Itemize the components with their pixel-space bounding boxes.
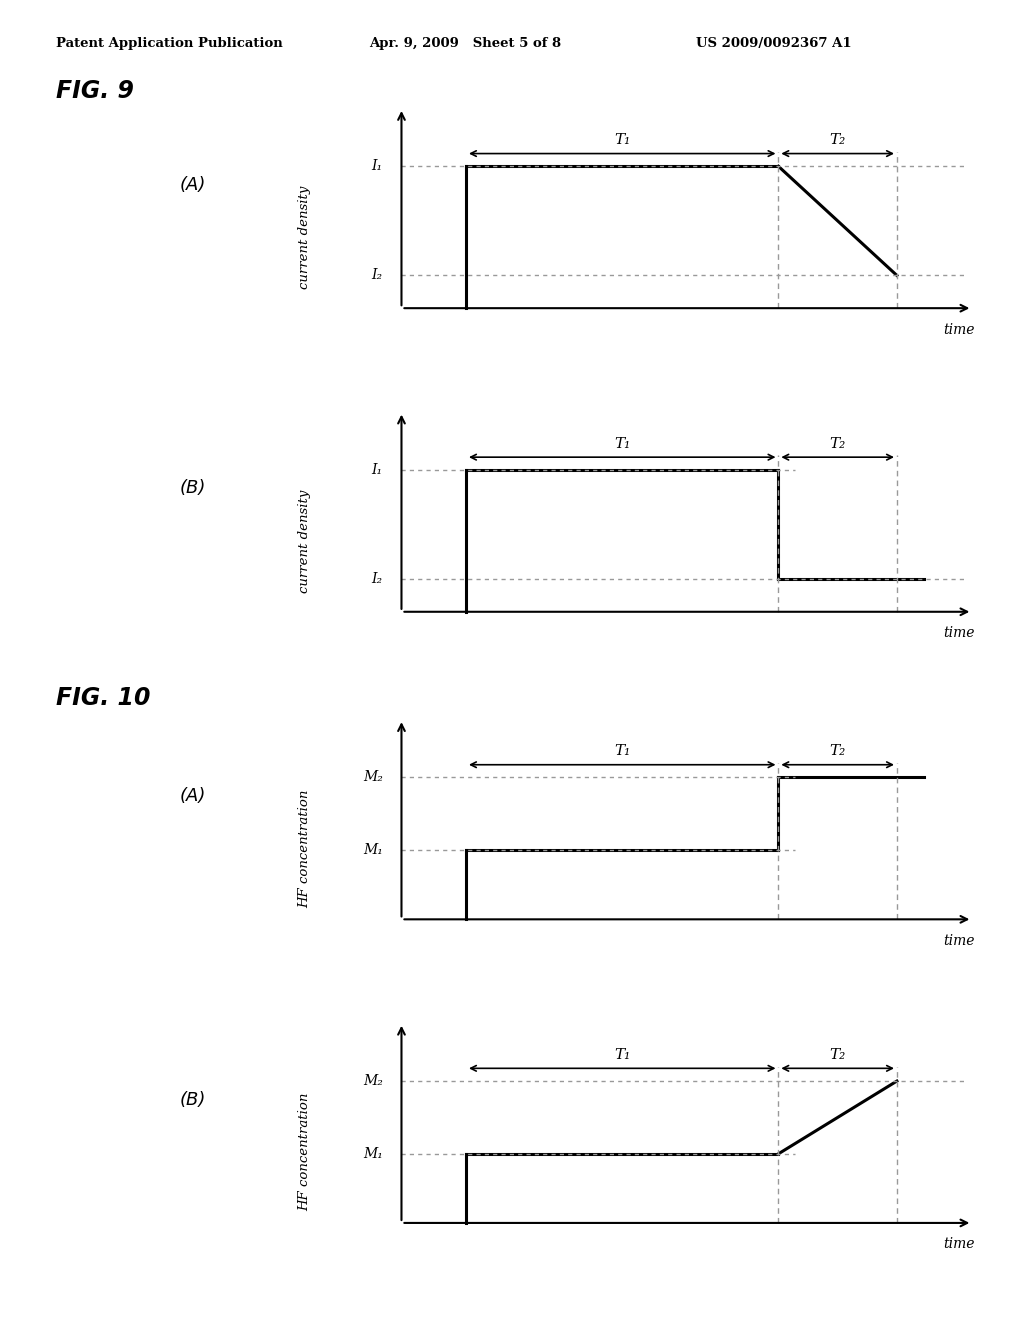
Text: I₁: I₁ (372, 463, 383, 477)
Text: FIG. 9: FIG. 9 (56, 79, 134, 103)
Text: T₂: T₂ (829, 437, 846, 451)
Text: T₂: T₂ (829, 133, 846, 148)
Text: time: time (943, 933, 975, 948)
Text: M₁: M₁ (362, 843, 383, 857)
Text: (B): (B) (179, 479, 206, 498)
Text: time: time (943, 322, 975, 337)
Text: time: time (943, 626, 975, 640)
Text: (A): (A) (179, 787, 206, 805)
Text: current density: current density (298, 490, 311, 593)
Text: T₂: T₂ (829, 744, 846, 759)
Text: I₂: I₂ (372, 268, 383, 282)
Text: M₁: M₁ (362, 1147, 383, 1160)
Text: T₁: T₁ (614, 437, 631, 451)
Text: current density: current density (298, 186, 311, 289)
Text: M₂: M₂ (362, 771, 383, 784)
Text: Patent Application Publication: Patent Application Publication (56, 37, 283, 50)
Text: I₁: I₁ (372, 160, 383, 173)
Text: T₁: T₁ (614, 1048, 631, 1063)
Text: T₁: T₁ (614, 133, 631, 148)
Text: HF concentration: HF concentration (298, 789, 311, 908)
Text: T₁: T₁ (614, 744, 631, 759)
Text: time: time (943, 1237, 975, 1251)
Text: M₂: M₂ (362, 1074, 383, 1088)
Text: T₂: T₂ (829, 1048, 846, 1063)
Text: Apr. 9, 2009   Sheet 5 of 8: Apr. 9, 2009 Sheet 5 of 8 (369, 37, 561, 50)
Text: (B): (B) (179, 1090, 206, 1109)
Text: FIG. 10: FIG. 10 (56, 686, 151, 710)
Text: (A): (A) (179, 176, 206, 194)
Text: I₂: I₂ (372, 572, 383, 586)
Text: HF concentration: HF concentration (298, 1093, 311, 1212)
Text: US 2009/0092367 A1: US 2009/0092367 A1 (696, 37, 852, 50)
